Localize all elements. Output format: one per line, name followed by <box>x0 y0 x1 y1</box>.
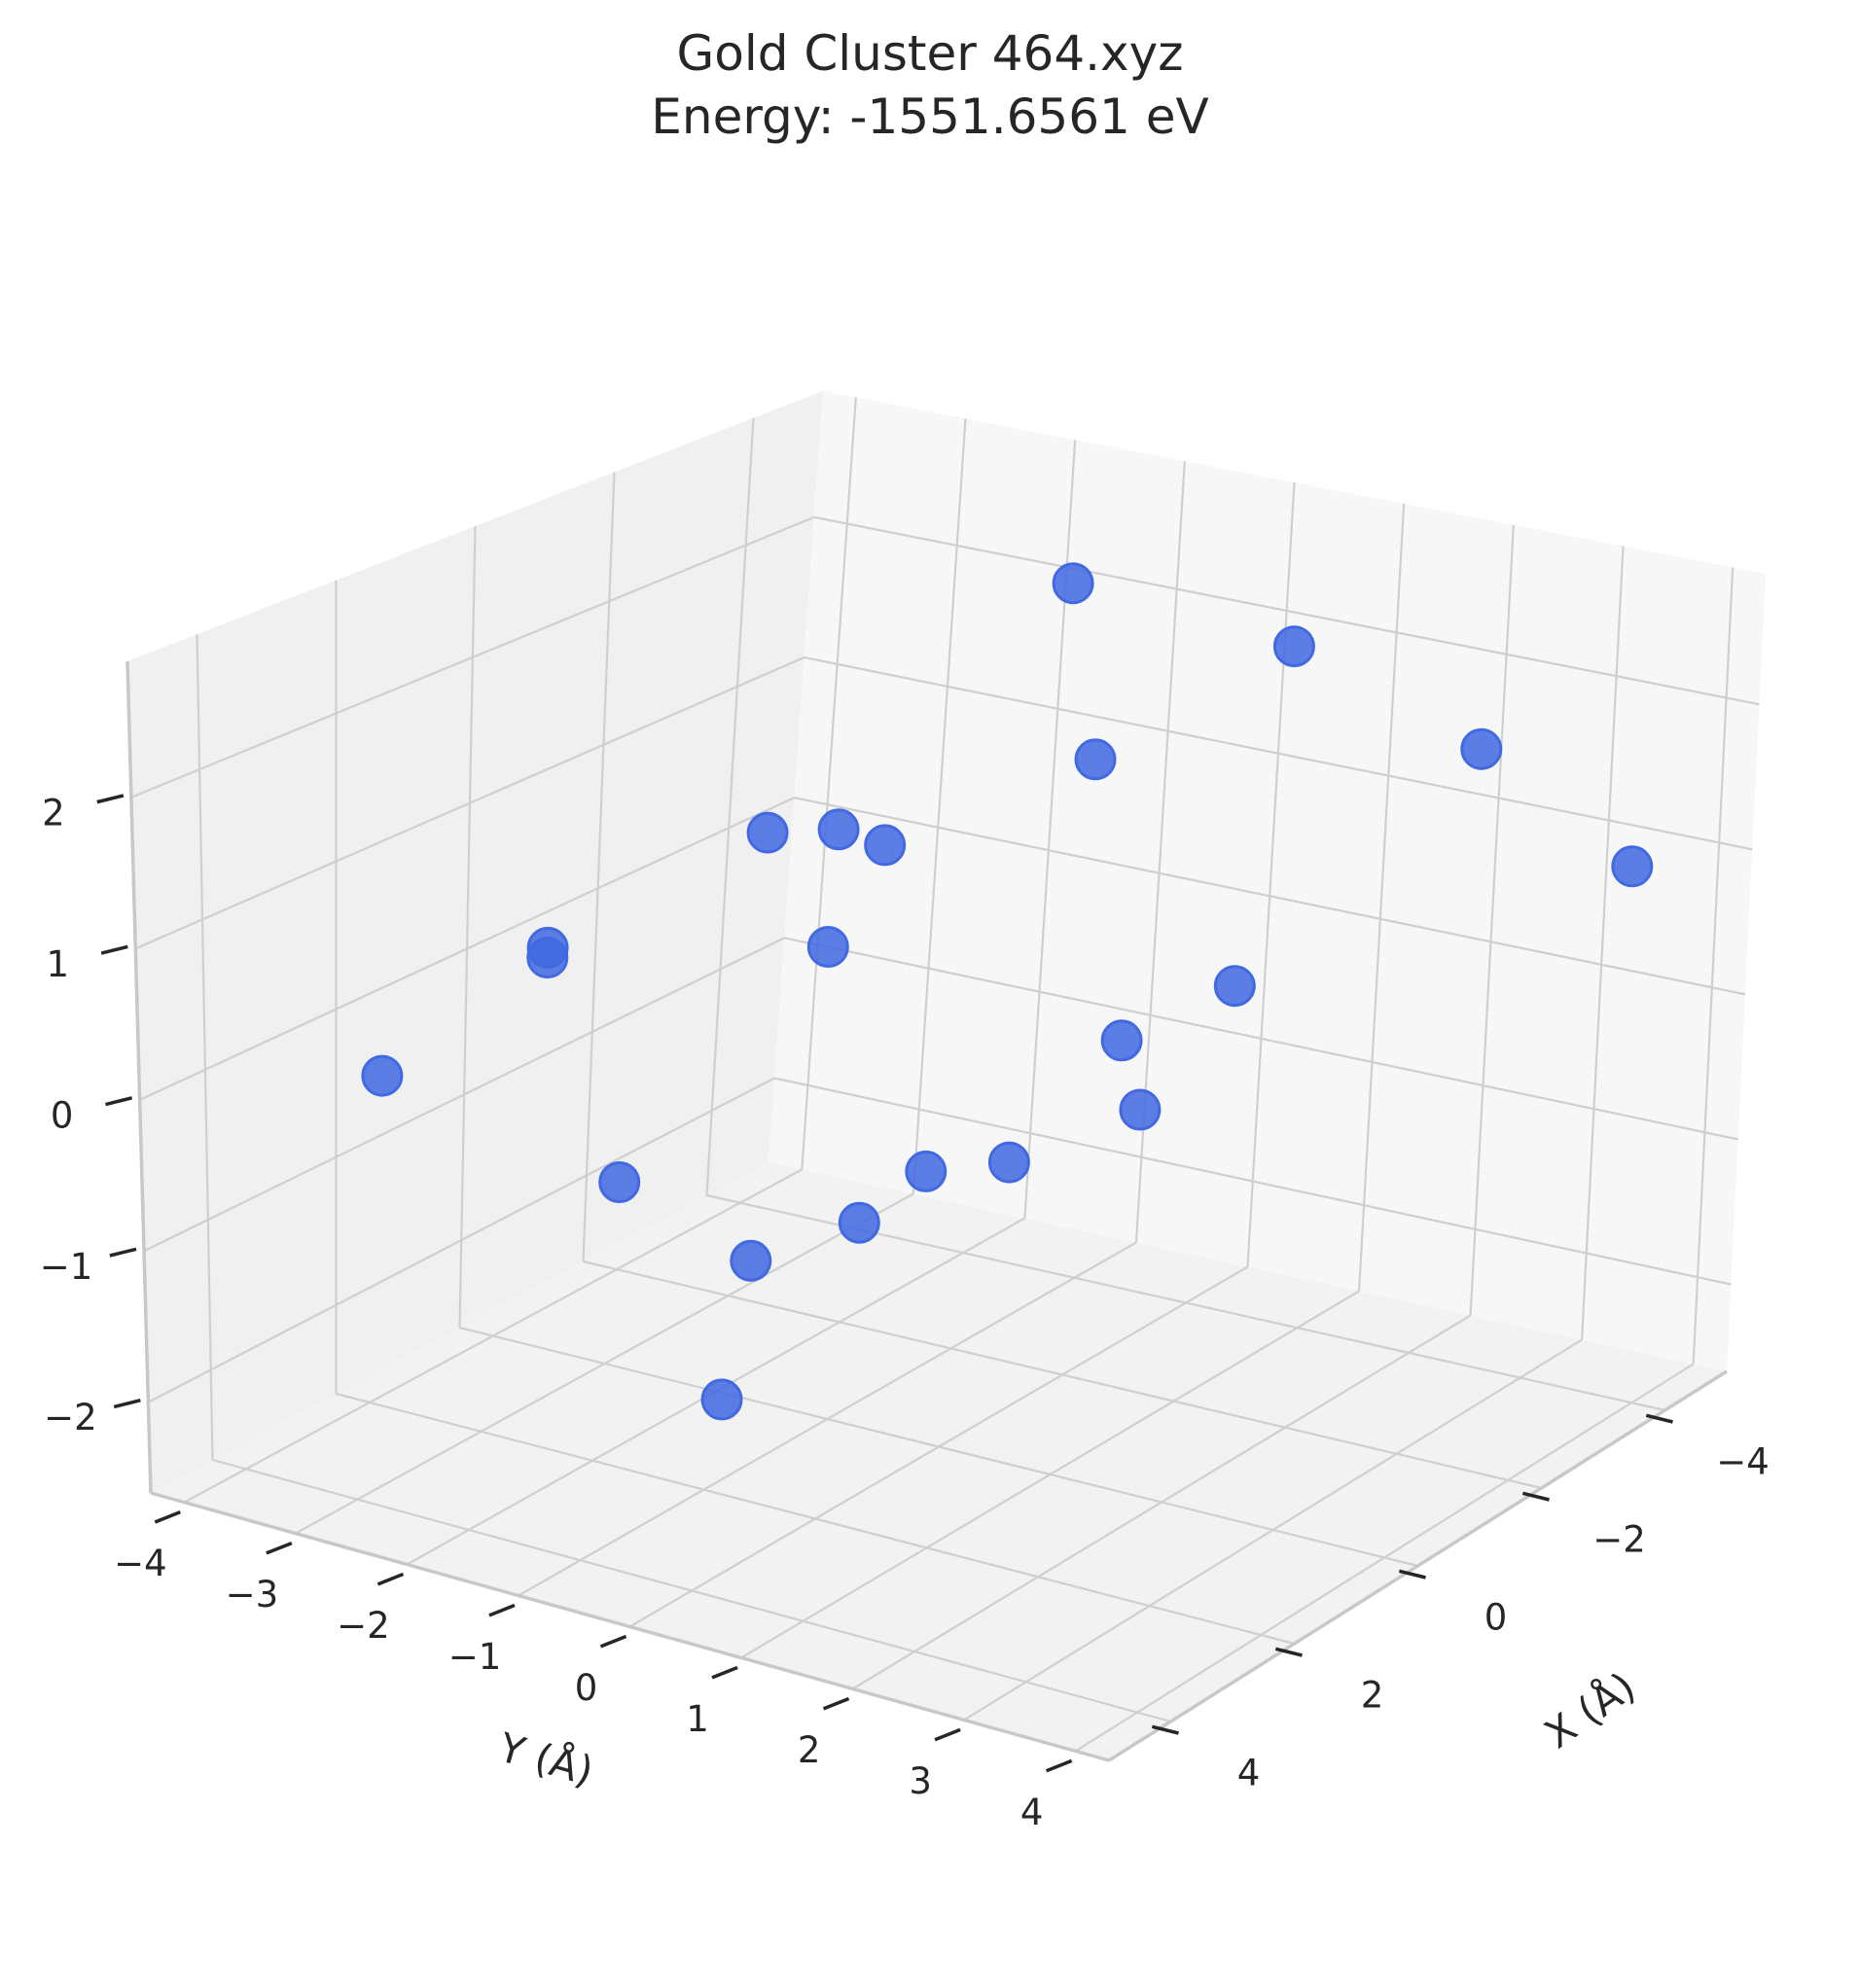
y-tick-label: −3 <box>226 1574 279 1615</box>
data-point <box>526 937 569 979</box>
left-pane <box>127 391 823 1493</box>
grid-line-x-floor <box>583 1260 1542 1490</box>
grid-line-z-left <box>147 1077 775 1403</box>
y-tick-mark <box>822 1696 850 1711</box>
y-tick-mark <box>266 1541 293 1555</box>
tick-labels: −4 −3 −2 −1 0 1 2 3 4 −4 −2 0 2 4 −2 −1 0 1 2 <box>40 792 1770 1833</box>
z-tick-label: −1 <box>40 1246 93 1288</box>
x-tick-label: 2 <box>1361 1675 1384 1717</box>
data-point <box>1052 562 1094 605</box>
data-point <box>1460 728 1503 770</box>
grid-line-x-left <box>196 634 214 1461</box>
grid-line-x-floor <box>459 1326 1418 1568</box>
grid-line-y-back <box>801 397 857 1170</box>
grid-line-x-left <box>458 525 477 1329</box>
z-tick-mark <box>113 1399 141 1409</box>
z-tick-label: −2 <box>44 1397 97 1438</box>
grid-line-x-floor <box>212 1458 1171 1723</box>
y-tick-mark <box>599 1634 627 1649</box>
z-tick-mark <box>105 1096 133 1107</box>
grid-line-x-left <box>582 472 616 1262</box>
data-point <box>987 1141 1030 1184</box>
grid-line-x-floor <box>336 1392 1295 1646</box>
grid-line-z-back <box>773 1077 1732 1286</box>
grid-line-z-back <box>804 656 1753 851</box>
data-point <box>1213 965 1256 1008</box>
y-tick-mark <box>488 1603 516 1617</box>
grid-line-y-back <box>1692 567 1735 1365</box>
data-point <box>700 1378 743 1421</box>
data-point <box>817 808 860 851</box>
x-tick-mark <box>1398 1569 1426 1580</box>
y-tick-mark <box>154 1509 182 1524</box>
grid-line-z-left <box>134 656 805 950</box>
x-tick-mark <box>1645 1413 1673 1424</box>
y-tick-label: −1 <box>448 1636 502 1678</box>
y-tick-label: 0 <box>575 1667 598 1709</box>
data-point <box>905 1150 948 1192</box>
y-tick-label: 1 <box>686 1698 709 1740</box>
y-tick-mark <box>376 1572 405 1586</box>
y-tick-label: 3 <box>909 1760 932 1802</box>
y-tick-label: −4 <box>114 1543 167 1584</box>
y-axis-line <box>150 1491 1110 1762</box>
grid-line-z-back <box>813 515 1760 706</box>
grid-line-z-back <box>794 797 1746 996</box>
x-tick-label: 4 <box>1237 1753 1261 1794</box>
data-point <box>1074 738 1117 781</box>
z-tick-label: 1 <box>47 943 70 985</box>
data-point <box>806 926 849 968</box>
x-tick-label: −2 <box>1592 1519 1646 1561</box>
x-tick-label: −4 <box>1716 1441 1770 1483</box>
x-tick-label: 0 <box>1484 1597 1508 1639</box>
data-points <box>361 562 1654 1421</box>
x-tick-mark <box>1151 1724 1179 1735</box>
y-tick-mark <box>934 1727 961 1742</box>
data-point <box>1100 1019 1143 1062</box>
z-tick-mark <box>96 794 125 804</box>
axis-panes <box>127 391 1766 1760</box>
grid-line-y-back <box>1246 481 1296 1267</box>
y-tick-label: 4 <box>1020 1792 1044 1833</box>
x-axis-line <box>1108 1369 1728 1762</box>
data-point <box>746 811 789 854</box>
x-tick-mark <box>1274 1647 1303 1657</box>
y-tick-label: −2 <box>337 1605 390 1647</box>
grid-line-z-left <box>139 797 795 1101</box>
z-tick-label: 0 <box>51 1094 74 1136</box>
back-pane <box>769 391 1766 1371</box>
floor-pane <box>151 1162 1727 1760</box>
grid-line-z-left <box>143 937 785 1253</box>
x-axis-label: X (Å) <box>1536 1663 1643 1757</box>
z-tick-mark <box>100 944 128 955</box>
data-point <box>1119 1088 1162 1131</box>
grid-line-y-back <box>1469 524 1515 1316</box>
grid-line-y-back <box>912 418 967 1194</box>
grid-line-z-back <box>784 937 1738 1141</box>
x-tick-mark <box>1521 1491 1550 1502</box>
data-point <box>838 1201 880 1244</box>
title: Gold Cluster 464.xyz Energy: -1551.6561 … <box>651 25 1208 145</box>
data-point <box>1272 625 1315 668</box>
title-line-2: Energy: -1551.6561 eV <box>651 89 1208 145</box>
z-tick-label: 2 <box>42 792 65 834</box>
grid-line-y-back <box>1581 546 1625 1340</box>
y-tick-label: 2 <box>798 1729 821 1771</box>
y-tick-mark <box>1045 1758 1073 1773</box>
grid-line-y-back <box>1357 503 1406 1292</box>
data-point <box>361 1054 404 1097</box>
y-axis-label: Y (Å) <box>493 1723 599 1794</box>
data-point <box>864 824 907 867</box>
data-point <box>598 1161 641 1203</box>
z-tick-mark <box>109 1247 137 1258</box>
grid-line-x-left <box>705 417 755 1196</box>
title-line-1: Gold Cluster 464.xyz <box>677 25 1184 82</box>
data-point <box>1611 845 1654 888</box>
z-axis-line <box>125 660 153 1494</box>
axis-lines <box>125 660 1728 1762</box>
y-tick-mark <box>711 1665 738 1680</box>
data-point <box>730 1239 772 1282</box>
grid-line-z-left <box>130 515 815 799</box>
